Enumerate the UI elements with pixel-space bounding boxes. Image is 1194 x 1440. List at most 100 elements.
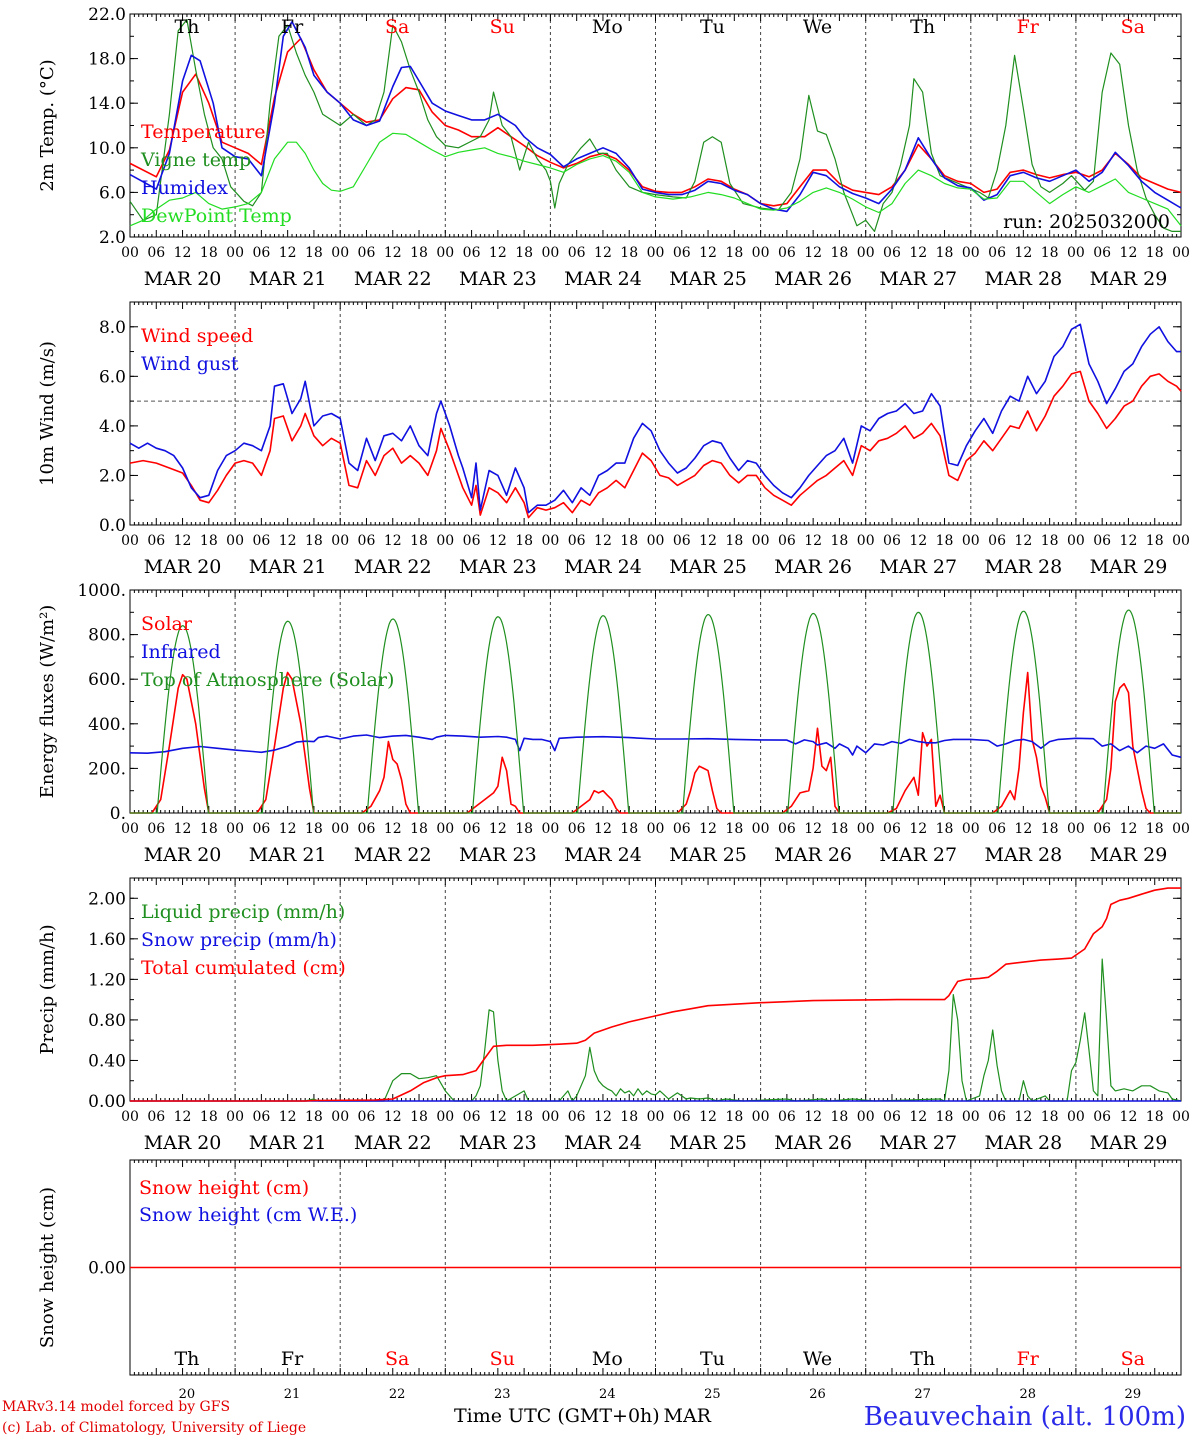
day-name: Fr (281, 16, 304, 38)
day-name: Tu (700, 1348, 725, 1370)
hour-tick-label: 18 (1041, 245, 1059, 261)
hour-tick-label: 00 (647, 245, 665, 261)
hour-tick-label: 12 (279, 533, 297, 549)
date-label: MAR 24 (564, 268, 642, 290)
legend-total-cumulated-cm-: Total cumulated (cm) (141, 957, 346, 979)
panel-frame (129, 13, 1182, 238)
date-label: MAR 23 (459, 556, 537, 578)
y-tick-label: 1.20 (88, 970, 126, 990)
legend-wind-gust: Wind gust (141, 353, 239, 375)
hour-tick-label: 06 (883, 245, 901, 261)
hour-tick-label: 18 (620, 533, 638, 549)
hour-tick-label: 18 (1146, 245, 1164, 261)
hour-tick-label: 18 (305, 1109, 323, 1125)
panel-2: 0.0 2.0 4.0 6.0 8.0 10m Wind (m/s) 00 06 12 18 MAR… (37, 301, 1190, 578)
series-line-temperature (129, 37, 1182, 207)
hour-tick-label: 18 (410, 533, 428, 549)
hour-tick-label: 00 (857, 1109, 875, 1125)
day-number: 24 (599, 1387, 616, 1402)
hour-tick-label: 00 (1067, 821, 1085, 837)
legend-top-of-atmosphere: Top of Atmosphere (Solar) (141, 669, 394, 691)
date-label: MAR 27 (879, 844, 957, 866)
hour-tick-label: 00 (1172, 1109, 1190, 1125)
hour-tick-label: 06 (778, 1109, 796, 1125)
hour-tick-label: 06 (673, 821, 691, 837)
hour-tick-label: 18 (936, 245, 954, 261)
hour-tick-label: 06 (778, 245, 796, 261)
date-label: MAR 20 (144, 1132, 222, 1154)
hour-tick-label: 00 (436, 533, 454, 549)
hour-tick-label: 06 (147, 245, 165, 261)
legend-infrared: Infrared (141, 641, 221, 663)
legend-vigne-temp: Vigne temp (140, 149, 251, 171)
day-name: Sa (385, 16, 409, 38)
hour-tick-label: 12 (1014, 821, 1032, 837)
panel-frame (129, 589, 1182, 814)
panel-frame (129, 301, 1182, 526)
hour-tick-label: 00 (331, 1109, 349, 1125)
legend-snow-height-cm-: Snow height (cm) (139, 1177, 309, 1199)
date-label: MAR 21 (249, 556, 327, 578)
hour-tick-label: 00 (752, 245, 770, 261)
legend-snow-height-cm-w-e-: Snow height (cm W.E.) (139, 1204, 357, 1226)
hour-tick-label: 00 (226, 533, 244, 549)
day-name: Fr (1017, 16, 1040, 38)
day-number: 20 (179, 1387, 196, 1402)
day-name: We (803, 16, 832, 38)
date-label: MAR 25 (669, 556, 747, 578)
day-number: 23 (494, 1387, 511, 1402)
y-tick-label: 4.0 (99, 417, 126, 437)
date-label: MAR 29 (1090, 556, 1168, 578)
hour-tick-label: 12 (1120, 1109, 1138, 1125)
hour-tick-label: 12 (804, 1109, 822, 1125)
time-axis-month: MAR (663, 1405, 711, 1427)
hour-tick-label: 12 (699, 821, 717, 837)
hour-tick-label: 18 (725, 1109, 743, 1125)
hour-tick-label: 06 (1093, 1109, 1111, 1125)
y-tick-label: 0.80 (88, 1011, 126, 1031)
hour-tick-label: 00 (962, 533, 980, 549)
hour-tick-label: 12 (594, 533, 612, 549)
day-name: Th (910, 1348, 935, 1370)
y-tick-label: 22.0 (88, 5, 126, 25)
hour-tick-label: 18 (725, 533, 743, 549)
day-name: Fr (281, 1348, 304, 1370)
series-line-dewpoint-temp (129, 132, 1182, 227)
hour-tick-label: 00 (647, 821, 665, 837)
hour-tick-label: 00 (1067, 1109, 1085, 1125)
hour-tick-label: 06 (147, 1109, 165, 1125)
y-tick-label: 1.60 (88, 930, 126, 950)
legend-snow-precip-mm-h-: Snow precip (mm/h) (141, 929, 337, 951)
date-label: MAR 21 (249, 1132, 327, 1154)
hour-tick-label: 12 (699, 1109, 717, 1125)
legend-liquid-precip-mm-h-: Liquid precip (mm/h) (141, 901, 345, 923)
hour-tick-label: 06 (358, 1109, 376, 1125)
hour-tick-label: 00 (541, 245, 559, 261)
hour-tick-label: 06 (1093, 245, 1111, 261)
hour-tick-label: 18 (831, 1109, 849, 1125)
hour-tick-label: 12 (384, 245, 402, 261)
hour-tick-label: 18 (200, 821, 218, 837)
day-name: We (803, 1348, 832, 1370)
hour-tick-label: 18 (620, 821, 638, 837)
hour-tick-label: 12 (1120, 533, 1138, 549)
hour-tick-label: 12 (699, 245, 717, 261)
hour-tick-label: 00 (331, 533, 349, 549)
hour-tick-label: 00 (436, 1109, 454, 1125)
hour-tick-label: 12 (699, 533, 717, 549)
legend-humidex: Humidex (141, 177, 228, 199)
hour-tick-label: 12 (1014, 245, 1032, 261)
hour-tick-label: 12 (804, 245, 822, 261)
y-axis-label: 2m Temp. (°C) (37, 59, 58, 191)
hour-tick-label: 06 (463, 1109, 481, 1125)
y-tick-label: 8.0 (99, 318, 126, 338)
series-line-wind-speed (129, 370, 1182, 519)
hour-tick-label: 00 (436, 245, 454, 261)
panel-5: 0.00 Snow height (cm) Snow height (cm) Snow… (37, 1159, 1182, 1402)
y-tick-label: 10.0 (88, 139, 126, 159)
date-label: MAR 28 (984, 556, 1062, 578)
hour-tick-label: 06 (883, 1109, 901, 1125)
y-tick-label: 0.00 (88, 1259, 126, 1279)
date-label: MAR 23 (459, 844, 537, 866)
